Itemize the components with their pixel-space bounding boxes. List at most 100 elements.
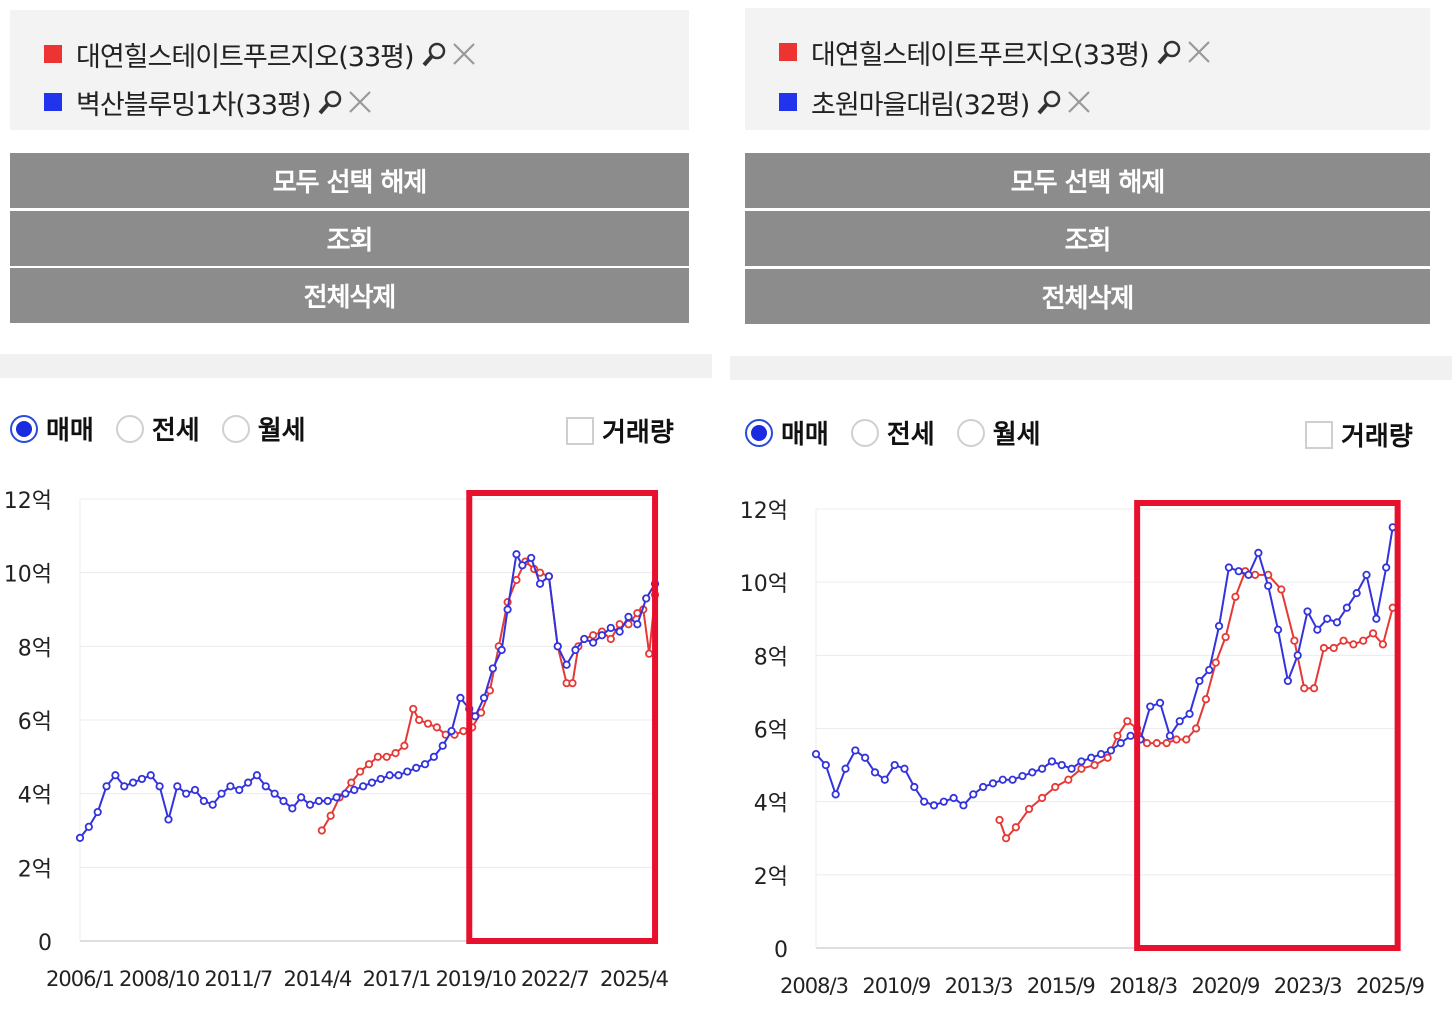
data-point <box>1057 760 1066 770</box>
data-point <box>1300 684 1309 693</box>
data-point <box>1113 731 1122 740</box>
data-point <box>1185 709 1194 718</box>
data-point <box>1038 764 1047 773</box>
data-point <box>870 768 880 777</box>
data-point <box>252 771 262 780</box>
data-point <box>471 712 480 721</box>
magnifier-icon[interactable] <box>1035 88 1063 116</box>
radio-monthly-rent[interactable] <box>956 418 985 447</box>
data-point <box>75 833 85 842</box>
delete-all-button[interactable]: 전체삭제 <box>10 268 689 323</box>
data-point <box>261 782 270 791</box>
data-point <box>1250 570 1260 579</box>
data-point <box>900 764 909 773</box>
volume-checkbox-label: 거래량 <box>602 418 674 448</box>
delete-all-button[interactable]: 전체삭제 <box>745 269 1430 324</box>
data-point <box>332 793 341 802</box>
data-point <box>1182 735 1191 744</box>
x-tick-label: 2023/3 <box>1274 974 1342 998</box>
data-point <box>432 723 441 732</box>
data-point <box>93 807 102 817</box>
highlight-box <box>466 490 659 944</box>
magnifier-icon[interactable] <box>1155 38 1183 66</box>
query-button[interactable]: 조회 <box>745 211 1430 266</box>
close-icon[interactable] <box>1185 38 1213 66</box>
data-point <box>1142 739 1152 748</box>
data-point <box>1172 735 1181 744</box>
data-point <box>488 664 497 673</box>
data-point <box>120 782 129 791</box>
data-point <box>920 797 929 806</box>
data-point <box>412 763 421 772</box>
data-point <box>1116 739 1125 748</box>
data-point <box>939 797 948 806</box>
radio-sale[interactable] <box>10 414 38 443</box>
y-tick-label: 0 <box>774 938 788 963</box>
clear-all-button[interactable]: 모두 선택 해제 <box>745 153 1430 208</box>
data-point <box>1064 775 1073 784</box>
price-chart: 0 2억 4억 6억 8억 10억 12억 2008/3 2010/9 2013/3 2015/9 2… <box>740 499 1425 998</box>
left-panel: 대연힐스테이트푸르지오(33평) 벽산블루밍1차(33평) 모두 선택 해제 조… <box>0 0 712 1011</box>
data-point <box>84 822 93 831</box>
data-point <box>1323 614 1332 623</box>
data-point <box>910 782 919 792</box>
volume-checkbox-label: 거래량 <box>1341 422 1413 452</box>
legend-box: 대연힐스테이트푸르지오(33평) 초원마을대림(32평) <box>745 8 1430 130</box>
right-panel: 대연힐스테이트푸르지오(33평) 초원마을대림(32평) 모두 선택 해제 조회… <box>730 0 1452 1011</box>
radio-jeonse[interactable] <box>850 418 879 447</box>
data-point <box>642 594 651 603</box>
series-color-swatch <box>779 93 797 111</box>
data-point <box>447 726 456 736</box>
data-point <box>367 778 377 787</box>
x-tick-label: 2011/7 <box>204 967 272 991</box>
data-point <box>851 746 860 755</box>
data-point <box>518 561 527 570</box>
series-color-swatch <box>44 45 62 63</box>
section-divider <box>0 354 712 378</box>
data-point <box>503 605 512 614</box>
data-point <box>235 785 244 795</box>
data-point <box>1254 548 1263 558</box>
data-point <box>385 771 394 780</box>
data-point <box>111 771 120 780</box>
data-point <box>949 793 958 803</box>
query-button[interactable]: 조회 <box>10 211 689 266</box>
data-point <box>359 782 368 791</box>
close-icon[interactable] <box>450 40 478 68</box>
clear-all-button[interactable]: 모두 선택 해제 <box>10 153 689 208</box>
data-point <box>831 790 840 799</box>
data-point <box>1106 746 1116 755</box>
radio-monthly-rent[interactable] <box>221 414 250 443</box>
y-tick-label: 6억 <box>754 719 788 744</box>
data-point <box>1175 717 1184 726</box>
data-point <box>1126 731 1135 740</box>
close-icon[interactable] <box>346 88 374 116</box>
volume-checkbox[interactable] <box>1305 420 1333 449</box>
data-point <box>182 789 191 798</box>
volume-checkbox[interactable] <box>566 416 594 445</box>
data-point <box>341 789 350 798</box>
data-point <box>1051 782 1060 792</box>
data-point <box>544 572 553 581</box>
data-point <box>1192 724 1201 733</box>
radio-jeonse[interactable] <box>115 414 144 443</box>
x-tick-label: 2018/3 <box>1109 974 1177 998</box>
legend-box: 대연힐스테이트푸르지오(33평) 벽산블루밍1차(33평) <box>10 10 689 130</box>
magnifier-icon[interactable] <box>420 40 448 68</box>
data-point <box>512 575 521 585</box>
close-icon[interactable] <box>1065 88 1093 116</box>
x-tick-label: 2010/9 <box>862 974 930 998</box>
data-point <box>1264 581 1273 590</box>
magnifier-icon[interactable] <box>316 88 344 116</box>
radio-sale[interactable] <box>745 418 773 447</box>
radio-label: 매매 <box>781 420 829 450</box>
y-tick-label: 10억 <box>4 563 52 588</box>
data-point <box>959 801 968 810</box>
data-point <box>1224 563 1233 572</box>
data-point <box>1349 640 1358 649</box>
data-point <box>314 796 323 806</box>
data-point <box>394 771 403 780</box>
data-point <box>173 782 182 791</box>
data-point <box>1162 739 1171 748</box>
data-point <box>326 811 335 820</box>
